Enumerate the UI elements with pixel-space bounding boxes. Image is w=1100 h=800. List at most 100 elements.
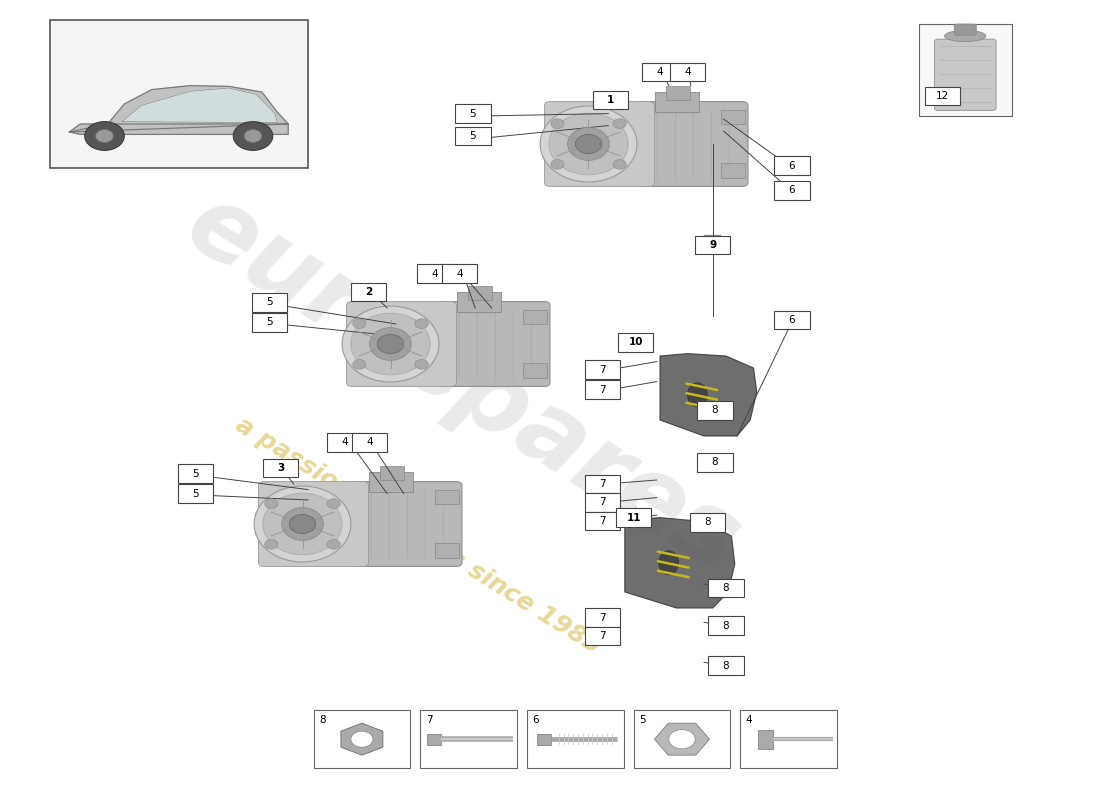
Bar xyxy=(585,493,620,512)
Text: 4: 4 xyxy=(341,438,348,447)
Text: 8: 8 xyxy=(319,715,326,725)
Bar xyxy=(585,360,620,378)
Circle shape xyxy=(289,514,316,534)
Circle shape xyxy=(613,119,626,129)
Ellipse shape xyxy=(351,314,430,375)
Bar xyxy=(263,459,298,477)
Text: 5: 5 xyxy=(192,489,199,498)
Circle shape xyxy=(351,731,373,747)
Ellipse shape xyxy=(342,306,439,382)
Bar xyxy=(420,710,517,768)
Bar xyxy=(585,512,620,530)
Bar xyxy=(642,62,678,81)
Bar xyxy=(456,292,501,312)
Bar xyxy=(774,310,810,330)
Text: 2: 2 xyxy=(365,287,372,297)
Text: 7: 7 xyxy=(600,613,606,622)
Bar xyxy=(925,86,960,105)
Text: 4: 4 xyxy=(684,67,691,77)
Text: 6: 6 xyxy=(789,186,795,195)
Bar xyxy=(178,464,213,482)
Bar xyxy=(666,86,690,100)
Circle shape xyxy=(265,539,278,549)
Bar xyxy=(442,264,477,282)
FancyBboxPatch shape xyxy=(352,482,462,566)
Polygon shape xyxy=(69,86,288,134)
Text: 5: 5 xyxy=(266,298,273,307)
Bar xyxy=(774,157,810,174)
Bar xyxy=(522,310,547,324)
Text: 4: 4 xyxy=(456,269,463,278)
Text: 8: 8 xyxy=(723,661,729,670)
FancyBboxPatch shape xyxy=(537,734,551,745)
Bar xyxy=(368,472,412,492)
Text: 7: 7 xyxy=(600,385,606,394)
Bar xyxy=(774,181,810,199)
Bar xyxy=(327,434,362,451)
Bar xyxy=(252,313,287,331)
FancyBboxPatch shape xyxy=(427,734,441,745)
Circle shape xyxy=(265,499,278,509)
Text: 4: 4 xyxy=(657,67,663,77)
Text: 11: 11 xyxy=(626,513,641,522)
Ellipse shape xyxy=(263,493,342,555)
Polygon shape xyxy=(704,235,724,243)
Ellipse shape xyxy=(688,382,707,406)
Bar xyxy=(697,402,733,419)
Ellipse shape xyxy=(282,508,323,541)
Circle shape xyxy=(377,334,404,354)
Text: 8: 8 xyxy=(704,518,711,527)
Bar xyxy=(527,710,624,768)
Circle shape xyxy=(415,319,428,329)
Circle shape xyxy=(551,119,564,129)
Bar xyxy=(351,282,386,301)
FancyBboxPatch shape xyxy=(758,730,773,749)
Text: 10: 10 xyxy=(628,338,643,347)
Text: eurospares: eurospares xyxy=(168,175,756,593)
Circle shape xyxy=(96,130,113,142)
Circle shape xyxy=(327,499,340,509)
Bar xyxy=(670,62,705,81)
Text: 9: 9 xyxy=(710,240,716,250)
Bar xyxy=(708,656,744,675)
Bar xyxy=(455,127,491,146)
Bar xyxy=(468,286,492,300)
Text: 5: 5 xyxy=(639,715,646,725)
Bar xyxy=(178,484,213,503)
Text: 5: 5 xyxy=(470,109,476,118)
FancyBboxPatch shape xyxy=(954,24,977,35)
Text: 3: 3 xyxy=(277,463,284,473)
Polygon shape xyxy=(625,518,735,608)
Bar xyxy=(697,453,733,472)
Ellipse shape xyxy=(540,106,637,182)
Polygon shape xyxy=(654,723,710,755)
Bar xyxy=(379,466,404,480)
FancyBboxPatch shape xyxy=(440,302,550,386)
FancyBboxPatch shape xyxy=(258,482,369,566)
Polygon shape xyxy=(660,354,757,436)
Circle shape xyxy=(575,134,602,154)
Bar xyxy=(585,608,620,627)
Bar xyxy=(593,90,628,109)
Bar xyxy=(634,710,730,768)
Bar xyxy=(585,474,620,493)
Bar xyxy=(740,710,837,768)
Bar xyxy=(434,543,459,558)
Bar xyxy=(352,434,387,451)
Text: 4: 4 xyxy=(366,438,373,447)
Ellipse shape xyxy=(659,550,679,574)
Text: 6: 6 xyxy=(789,315,795,325)
Bar xyxy=(618,333,653,352)
Text: 12: 12 xyxy=(936,91,949,101)
Text: 6: 6 xyxy=(532,715,539,725)
Bar xyxy=(616,509,651,527)
Bar xyxy=(417,264,452,282)
Text: 5: 5 xyxy=(192,469,199,478)
Bar xyxy=(720,163,745,178)
FancyBboxPatch shape xyxy=(346,302,456,386)
Circle shape xyxy=(327,539,340,549)
Bar xyxy=(695,235,730,254)
Ellipse shape xyxy=(549,113,628,174)
Text: 7: 7 xyxy=(600,479,606,489)
Bar xyxy=(585,380,620,398)
